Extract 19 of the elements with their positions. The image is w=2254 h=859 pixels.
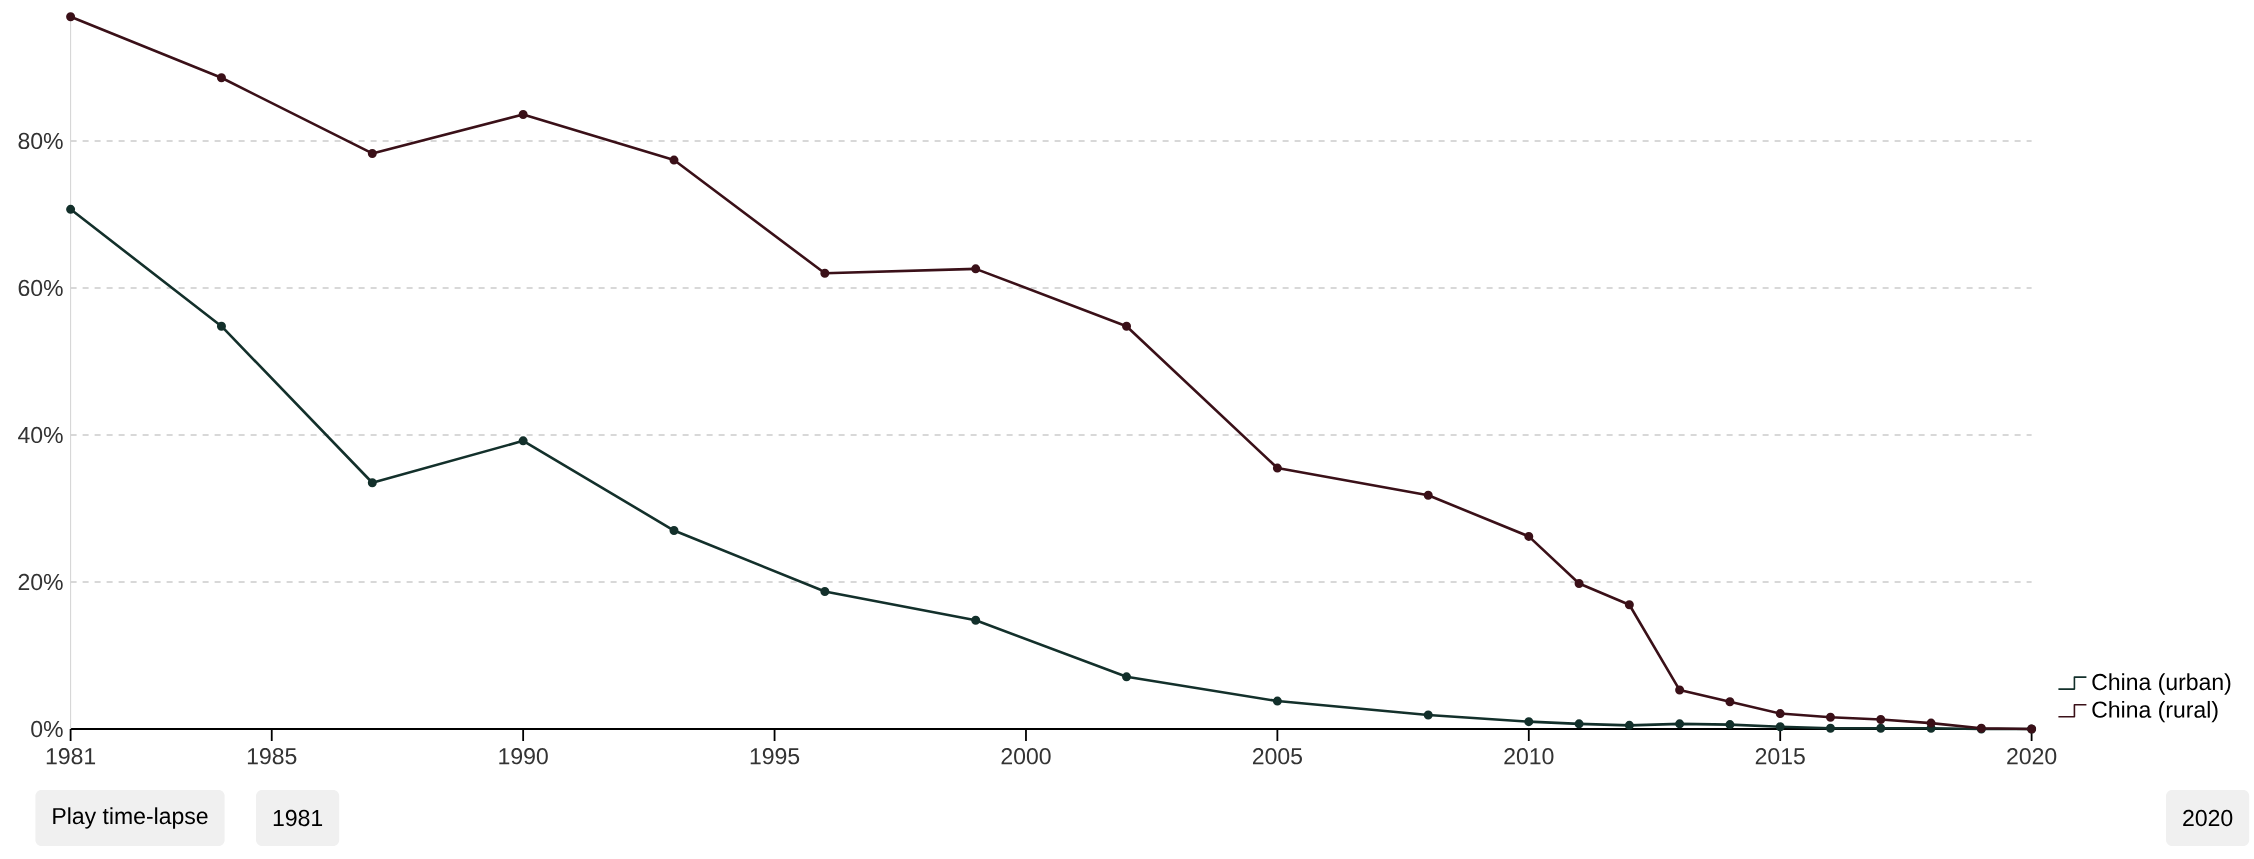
legend-label: China (rural) [2092,700,2218,723]
legend-label: China (urban) [2092,673,2231,695]
y-tick-label: 40% [18,426,63,444]
text: 1981 [273,809,323,827]
x-tick-label: 1981 [46,748,96,765]
x-tick-label: 2005 [1252,748,1302,765]
x-tick-label: 2020 [2007,748,2057,765]
text: Play time-lapse [53,807,208,829]
y-tick-label: 80% [18,132,63,150]
x-tick-label: 2000 [1001,748,1051,765]
x-tick-label: 1985 [247,748,297,765]
x-tick-label: 1990 [499,748,548,765]
y-tick-label: 0% [31,720,63,738]
x-tick-label: 2010 [1504,748,1554,765]
y-tick-label: 60% [18,279,63,297]
x-tick-label: 2015 [1755,748,1805,765]
y-tick-label: 20% [18,573,63,591]
text: 2020 [2183,809,2233,827]
x-tick-label: 1995 [750,748,800,765]
